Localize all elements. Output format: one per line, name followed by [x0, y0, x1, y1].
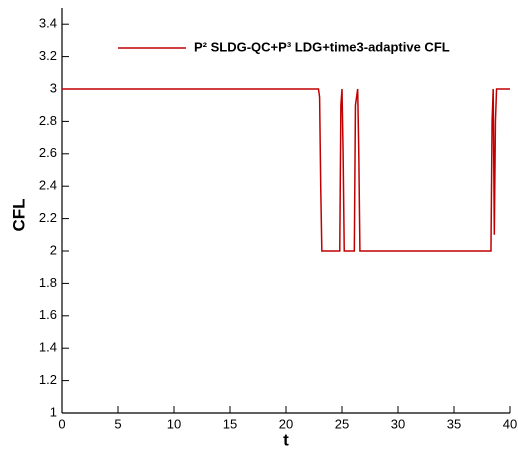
- y-tick-label: 1: [50, 404, 57, 419]
- y-tick-label: 1.2: [39, 372, 57, 387]
- y-tick-label: 2.2: [39, 210, 57, 225]
- y-tick-label: 1.4: [39, 340, 57, 355]
- y-tick-label: 1.6: [39, 307, 57, 322]
- y-tick-label: 3: [50, 80, 57, 95]
- legend-label: P² SLDG-QC+P³ LDG+time3-adaptive CFL: [194, 39, 450, 54]
- y-tick-label: 2.8: [39, 113, 57, 128]
- y-tick-label: 2: [50, 242, 57, 257]
- x-tick-label: 30: [391, 416, 405, 431]
- y-tick-label: 2.4: [39, 178, 57, 193]
- x-tick-label: 0: [58, 416, 65, 431]
- y-axis-title: CFL: [9, 198, 28, 231]
- x-tick-label: 5: [114, 416, 121, 431]
- y-tick-label: 3.4: [39, 16, 57, 31]
- x-tick-label: 15: [223, 416, 237, 431]
- x-tick-label: 10: [167, 416, 181, 431]
- x-tick-label: 20: [279, 416, 293, 431]
- x-tick-label: 40: [503, 416, 517, 431]
- x-axis-title: t: [283, 430, 289, 449]
- y-tick-label: 1.8: [39, 275, 57, 290]
- y-tick-label: 3.2: [39, 48, 57, 63]
- series-line: [62, 88, 510, 252]
- y-tick-label: 2.6: [39, 145, 57, 160]
- x-tick-label: 25: [335, 416, 349, 431]
- x-tick-label: 35: [447, 416, 461, 431]
